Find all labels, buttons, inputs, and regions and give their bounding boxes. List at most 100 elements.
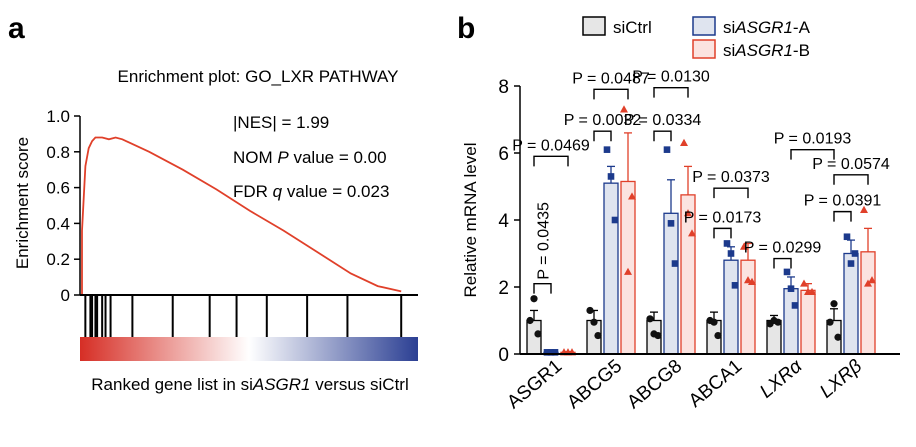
p-value-label: P = 0.0130	[632, 69, 710, 86]
data-point	[680, 138, 688, 146]
data-point	[830, 300, 838, 308]
bar	[723, 259, 739, 355]
panel-a-y-tick-label: 0.6	[46, 179, 70, 198]
data-point	[607, 173, 615, 180]
panel-b-y-tick-label: 8	[498, 77, 509, 98]
data-point	[787, 285, 795, 292]
bar	[800, 289, 816, 355]
panel-b-error-bars	[530, 132, 872, 353]
bar	[860, 251, 876, 355]
panel-b-legend: siCtrl siASGR1-A siASGR1-B	[582, 16, 811, 60]
panel-b-data-points	[526, 105, 876, 356]
data-point	[851, 250, 859, 257]
p-value-label: P = 0.0032	[564, 112, 642, 129]
gene-hit-marks	[84, 296, 403, 337]
p-value-label: P = 0.0574	[812, 156, 890, 173]
category-label: ASGR1	[503, 356, 566, 413]
panel-b-label: b	[457, 12, 475, 45]
data-point	[731, 282, 739, 289]
p-value-label: P = 0.0193	[774, 131, 852, 148]
data-point	[646, 315, 654, 323]
data-point	[864, 279, 872, 287]
panel-b-ylabel: Relative mRNA level	[461, 143, 480, 298]
data-point	[847, 260, 855, 267]
data-point	[860, 205, 868, 213]
data-point	[603, 146, 611, 153]
data-point	[740, 242, 748, 250]
panel-a: a Enrichment plot: GO_LXR PATHWAY Enrich…	[8, 12, 418, 394]
category-label: LXRα	[756, 355, 807, 403]
data-point	[727, 250, 735, 257]
panel-a-y-axis: 1.0 0.8 0.6 0.4 0.2 0	[46, 107, 81, 305]
category-label: LXRβ	[816, 356, 866, 403]
panel-b-y-tick-label: 0	[498, 345, 509, 366]
data-point	[590, 318, 598, 326]
data-point	[710, 318, 718, 326]
p-value-label: P = 0.0173	[684, 209, 762, 226]
data-point	[611, 216, 619, 224]
panel-a-xlabel: Ranked gene list in siASGR1 versus siCtr…	[91, 375, 408, 394]
nom-p-value: NOM P value = 0.00	[233, 148, 387, 167]
data-point	[543, 349, 551, 356]
bar	[603, 182, 619, 355]
data-point	[834, 333, 842, 341]
panel-b-y-axis: 0 2 4 6 8	[498, 77, 521, 366]
panel-a-y-tick-label: 0.8	[46, 143, 70, 162]
significance-bracket	[833, 210, 852, 222]
legend-label: siASGR1-A	[723, 18, 811, 37]
category-label: ABCA1	[685, 356, 746, 412]
significance-bracket	[653, 130, 672, 142]
significance-bracket	[593, 130, 612, 142]
significance-bracket	[713, 187, 749, 199]
data-point	[650, 330, 658, 338]
p-value-label: P = 0.0435	[536, 202, 553, 280]
panel-a-y-tick-label: 1.0	[46, 107, 70, 126]
significance-bracket	[773, 257, 792, 269]
data-point	[714, 331, 722, 340]
data-point	[586, 306, 594, 315]
data-point	[547, 349, 555, 356]
bar	[783, 288, 799, 355]
data-point	[620, 105, 628, 113]
data-point	[723, 240, 731, 247]
data-point	[791, 302, 799, 309]
data-point	[594, 331, 602, 340]
panel-a-label: a	[8, 12, 25, 45]
significance-bracket	[713, 227, 732, 239]
data-point	[744, 276, 752, 284]
data-point	[804, 287, 812, 296]
data-point	[783, 268, 791, 276]
data-point	[826, 318, 834, 326]
data-point	[868, 276, 876, 284]
enrichment-curve	[81, 136, 402, 295]
data-point	[688, 229, 696, 237]
p-value-label: P = 0.0469	[512, 137, 590, 154]
bar	[663, 212, 679, 355]
significance-bracket	[593, 88, 629, 100]
panel-a-ylabel: Enrichment score	[13, 137, 32, 269]
panel-b: b Relative mRNA level 0 2 4 6 8 siCtrl siASGR…	[457, 12, 900, 413]
data-point	[684, 209, 692, 217]
panel-a-y-tick-label: 0	[61, 286, 70, 305]
panel-b-y-tick-label: 2	[498, 278, 509, 299]
panel-b-y-tick-label: 6	[498, 144, 509, 165]
data-point	[667, 220, 675, 227]
p-value-label: P = 0.0391	[804, 193, 882, 210]
significance-bracket	[533, 155, 569, 167]
bar	[740, 259, 756, 355]
data-point	[628, 192, 636, 200]
significance-bracket	[533, 282, 552, 294]
significance-bracket	[833, 174, 869, 185]
legend-swatch	[692, 39, 716, 59]
bar	[843, 252, 859, 355]
p-value-label: P = 0.0373	[692, 169, 770, 186]
legend-swatch	[582, 16, 606, 36]
panel-b-significance-brackets: P = 0.0435 P = 0.0469 P = 0.0032 P = 0.0487…	[512, 69, 890, 294]
significance-bracket	[790, 148, 835, 160]
data-point	[770, 316, 778, 325]
legend-label: siCtrl	[613, 18, 652, 37]
p-value-label: P = 0.0299	[744, 240, 822, 257]
data-point	[800, 279, 808, 287]
